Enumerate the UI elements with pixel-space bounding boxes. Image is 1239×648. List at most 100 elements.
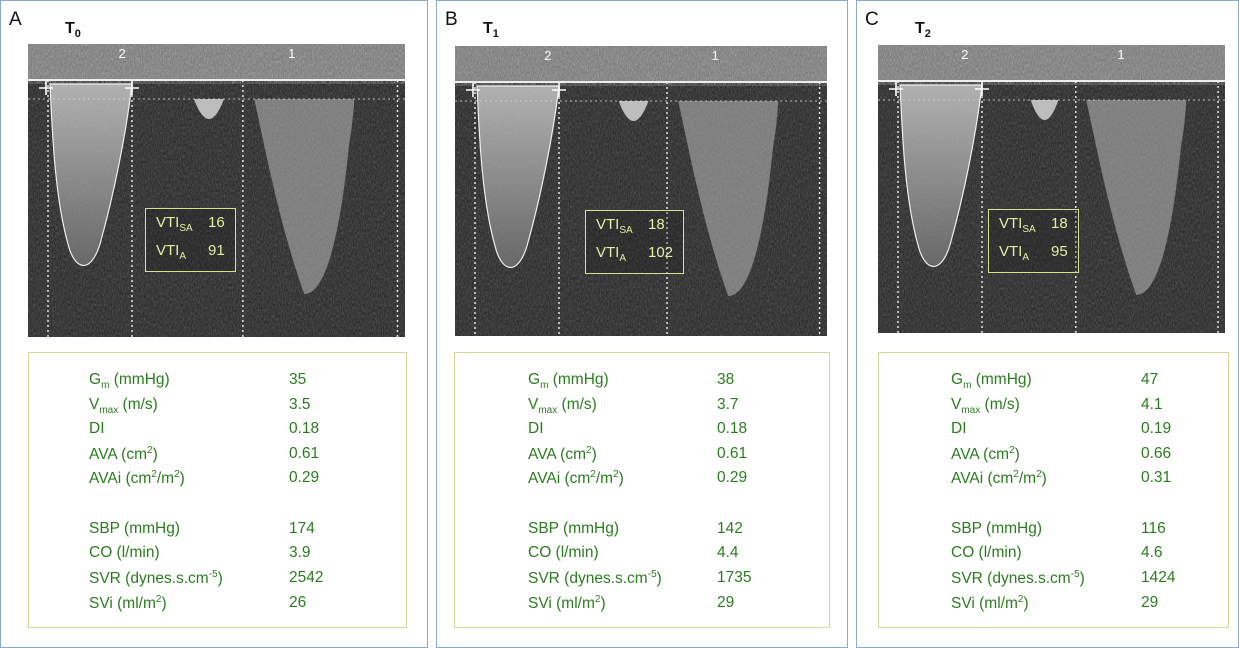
stat-label: SVR (dynes.s.cm-5)	[89, 569, 223, 588]
caliper-plus-marker	[466, 83, 480, 97]
time-label-sub: 0	[74, 28, 81, 41]
stat-label: SVi (ml/m2)	[951, 594, 1029, 613]
caliper-plus-marker	[39, 81, 53, 95]
stat-label: AVA (cm2)	[89, 445, 158, 464]
stat-value: 0.18	[289, 420, 320, 437]
caliper-plus-marker	[552, 83, 566, 97]
stat-label: Gm (mmHg)	[528, 371, 609, 392]
stat-value: 0.18	[717, 420, 748, 437]
panel-c: C T2 2 1 VTISA 18 VTIA 95 Gm (mmHg) 47 Vmax (m/s) 4…	[856, 0, 1239, 648]
stat-value: 0.61	[289, 445, 320, 462]
stat-value: 0.29	[289, 469, 320, 486]
vti-a-label: VTIA	[156, 242, 187, 262]
stat-value: 116	[1141, 520, 1166, 537]
stat-label: Vmax (m/s)	[528, 396, 597, 417]
stat-value: 47	[1141, 371, 1159, 388]
vti-sa-label: VTISA	[156, 214, 193, 234]
stat-label: Vmax (m/s)	[89, 396, 158, 417]
vti-sa-row: VTISA 18	[999, 213, 1068, 241]
stat-label: SVR (dynes.s.cm-5)	[951, 569, 1085, 588]
stats-table: Gm (mmHg) 38 Vmax (m/s) 3.7 DI 0.18 AVA (cm2) 0…	[454, 352, 830, 628]
stat-value: 3.7	[717, 396, 739, 413]
stat-label: AVAi (cm2/m2)	[89, 469, 185, 488]
stat-label: Gm (mmHg)	[89, 371, 170, 392]
stat-value: 142	[717, 520, 743, 537]
stat-value: 4.6	[1141, 544, 1163, 561]
stat-value: 0.31	[1141, 469, 1172, 486]
beat-label-1: 1	[712, 48, 719, 63]
vti-sa-label: VTISA	[596, 216, 633, 236]
panel-letter: C	[865, 9, 879, 30]
vti-a-row: VTIA 91	[156, 240, 225, 268]
stat-value: 26	[289, 594, 307, 611]
stat-value: 2542	[289, 569, 324, 586]
stat-label: DI	[951, 420, 967, 437]
stat-value: 174	[289, 520, 315, 537]
vti-sa-row: VTISA 16	[156, 212, 225, 240]
stat-label: CO (l/min)	[951, 544, 1022, 561]
stat-value: 4.1	[1141, 396, 1163, 413]
time-label-sub: 1	[492, 28, 499, 41]
time-label-sub: 2	[924, 28, 931, 41]
stat-value: 1735	[717, 569, 752, 586]
stat-value: 0.66	[1141, 445, 1172, 462]
panel-letter: A	[9, 9, 22, 30]
stat-label: CO (l/min)	[528, 544, 599, 561]
vti-a-value: 91	[208, 242, 225, 259]
stat-label: SVi (ml/m2)	[528, 594, 606, 613]
vti-sa-value: 18	[648, 216, 665, 233]
stat-value: 3.5	[289, 396, 311, 413]
vti-a-value: 102	[648, 244, 674, 261]
stat-label: AVAi (cm2/m2)	[951, 469, 1047, 488]
vti-a-label: VTIA	[999, 243, 1030, 263]
vti-a-label: VTIA	[596, 244, 627, 264]
stat-value: 0.19	[1141, 420, 1172, 437]
stat-label: CO (l/min)	[89, 544, 160, 561]
beat-label-2: 2	[544, 48, 551, 63]
time-label: T1	[483, 20, 499, 40]
stat-value: 3.9	[289, 544, 311, 561]
stat-value: 35	[289, 371, 307, 388]
stat-value: 4.4	[717, 544, 739, 561]
vti-sa-value: 16	[208, 214, 225, 231]
vti-box: VTISA 16 VTIA 91	[145, 208, 236, 272]
vti-sa-value: 18	[1051, 215, 1068, 232]
vti-sa-label: VTISA	[999, 215, 1036, 235]
stat-label: SVi (ml/m2)	[89, 594, 167, 613]
beat-label-1: 1	[1117, 47, 1124, 62]
stat-value: 29	[717, 594, 735, 611]
vti-a-row: VTIA 95	[999, 241, 1068, 269]
time-label: T0	[65, 20, 81, 40]
vti-a-value: 95	[1051, 243, 1068, 260]
stat-value: 0.29	[717, 469, 748, 486]
time-label-main: T	[915, 20, 925, 37]
time-label: T2	[915, 20, 931, 40]
caliper-plus-marker	[889, 82, 903, 96]
stat-label: AVA (cm2)	[951, 445, 1020, 464]
stat-value: 38	[717, 371, 735, 388]
stat-label: Gm (mmHg)	[951, 371, 1032, 392]
vti-sa-row: VTISA 18	[596, 214, 673, 242]
beat-label-2: 2	[118, 46, 125, 61]
stat-label: SBP (mmHg)	[951, 520, 1043, 537]
stats-table: Gm (mmHg) 35 Vmax (m/s) 3.5 DI 0.18 AVA (cm2) 0…	[28, 352, 407, 628]
stat-label: Vmax (m/s)	[951, 396, 1020, 417]
stat-value: 29	[1141, 594, 1159, 611]
panel-b: B T1 2 1 VTISA 18 VTIA 102 Gm (mmHg) 38 Vmax (m/s)…	[436, 0, 848, 648]
stats-table: Gm (mmHg) 47 Vmax (m/s) 4.1 DI 0.19 AVA (cm2) 0…	[878, 352, 1229, 628]
vti-a-row: VTIA 102	[596, 242, 673, 270]
beat-label-1: 1	[288, 46, 295, 61]
caliper-plus-marker	[125, 81, 139, 95]
beat-label-2: 2	[961, 47, 968, 62]
velocity-envelope	[477, 86, 559, 268]
stat-label: AVAi (cm2/m2)	[528, 469, 624, 488]
caliper-plus-marker	[975, 82, 989, 96]
stat-value: 0.61	[717, 445, 748, 462]
stat-label: AVA (cm2)	[528, 445, 597, 464]
stat-label: SVR (dynes.s.cm-5)	[528, 569, 662, 588]
panel-letter: B	[445, 9, 458, 30]
vti-box: VTISA 18 VTIA 102	[585, 210, 685, 274]
